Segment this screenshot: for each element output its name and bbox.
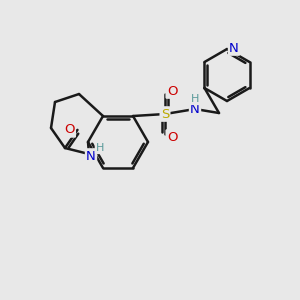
Text: N: N	[86, 149, 96, 163]
Text: H: H	[191, 94, 199, 104]
Text: O: O	[167, 85, 177, 98]
Text: H: H	[96, 143, 104, 153]
Text: N: N	[190, 103, 200, 116]
Text: O: O	[64, 123, 75, 136]
Text: O: O	[167, 130, 177, 143]
Text: S: S	[161, 107, 169, 121]
Text: N: N	[229, 41, 239, 55]
